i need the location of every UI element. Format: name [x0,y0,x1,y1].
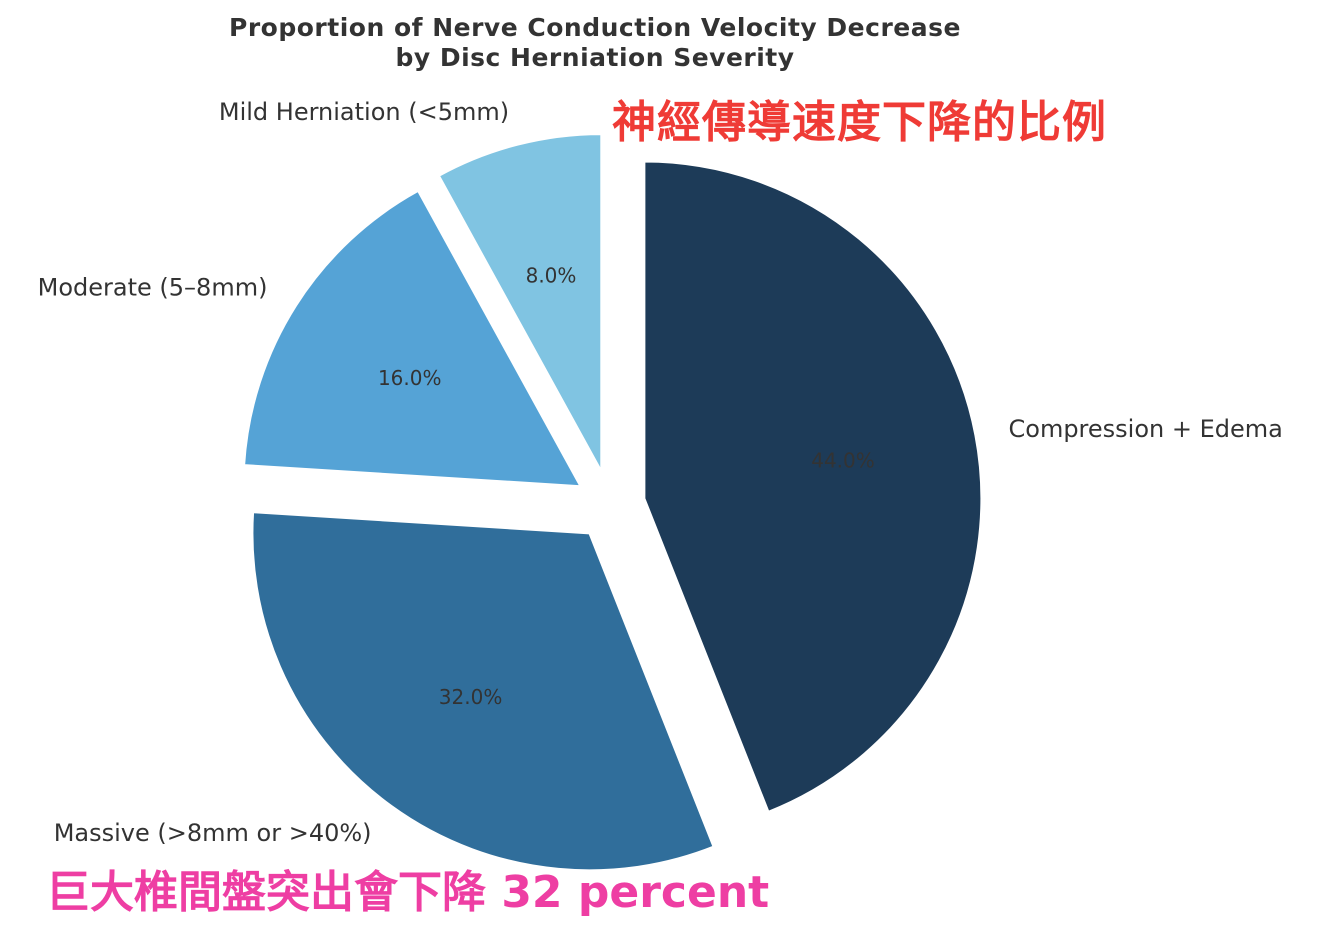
pie-slice-1 [437,133,603,472]
chart-title-line-1: Proportion of Nerve Conduction Velocity … [229,13,961,42]
pie-pct-label-2: 16.0% [378,366,442,390]
pie-pct-label-3: 32.0% [439,685,503,709]
pie-category-label-1: Mild Herniation (<5mm) [219,98,509,126]
pie-category-label-4: Compression + Edema [1009,415,1283,443]
pie-slice-4 [643,160,983,814]
pie-pct-label-4: 44.0% [811,449,875,473]
pie-category-label-3: Massive (>8mm or >40%) [54,819,372,847]
pie-pct-label-1: 8.0% [526,263,577,287]
chart-title-line-2: by Disc Herniation Severity [395,43,795,72]
pie-slice-2 [243,189,583,488]
pie-slice-3 [251,511,715,872]
pie-category-label-2: Moderate (5–8mm) [38,274,268,302]
annotation-massive-chinese: 巨大椎間盤突出會下降 32 percent [46,867,770,918]
annotation-title-chinese: 神經傳導速度下降的比例 [612,97,1107,148]
